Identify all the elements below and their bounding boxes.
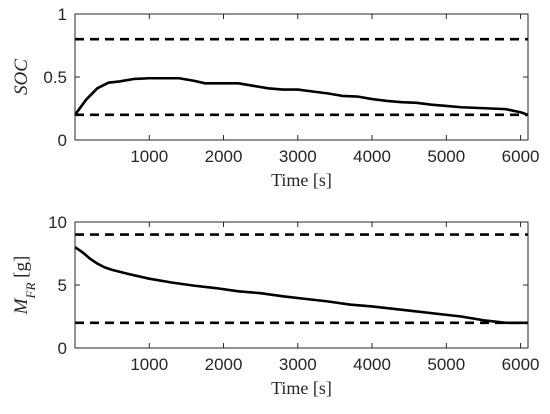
soc-marks — [73, 37, 529, 117]
mass-axes-box — [74, 221, 529, 349]
mass-y-axis-label: MFR [g] — [11, 256, 38, 316]
soc-axes-box — [74, 13, 529, 141]
mass-subplot: 1000 2000 3000 4000 5000 6000 0 5 10 Time [s] MF… — [11, 213, 539, 398]
soc-x-tick-label: 2000 — [205, 147, 243, 166]
soc-x-tick-label: 5000 — [427, 147, 465, 166]
soc-x-tick-label: 4000 — [353, 147, 391, 166]
soc-x-tick-label: 1000 — [130, 147, 168, 166]
soc-series-line-0 — [73, 76, 529, 117]
mass-marks — [74, 233, 528, 325]
mass-y-axis-label-sub: FR — [23, 283, 38, 300]
mass-y-tick-label: 0 — [58, 339, 67, 358]
soc-ticks: 1000 2000 3000 4000 5000 6000 0 0.5 1 — [43, 5, 539, 166]
mass-x-tick-label: 1000 — [130, 355, 168, 374]
soc-x-tick-label: 6000 — [502, 147, 540, 166]
soc-y-tick-label: 0 — [58, 131, 67, 150]
mass-x-tick-label: 2000 — [205, 355, 243, 374]
mass-x-tick-label: 6000 — [502, 355, 540, 374]
mass-x-tick-label: 5000 — [427, 355, 465, 374]
soc-y-tick-label: 0.5 — [43, 68, 67, 87]
mass-y-axis-label-suffix: [g] — [11, 256, 32, 283]
soc-y-axis-label: SOC — [11, 59, 32, 95]
soc-x-tick-label: 3000 — [279, 147, 317, 166]
mass-y-tick-label: 10 — [48, 213, 67, 232]
soc-y-axis-label-main: SOC — [11, 59, 32, 95]
mass-ticks: 1000 2000 3000 4000 5000 6000 0 5 10 — [48, 213, 539, 374]
mass-x-axis-label: Time [s] — [271, 378, 332, 398]
mass-x-tick-label: 3000 — [279, 355, 317, 374]
soc-y-tick-label: 1 — [58, 5, 67, 24]
mass-x-tick-label: 4000 — [353, 355, 391, 374]
mass-series-line-0 — [74, 246, 528, 325]
soc-x-axis-label: Time [s] — [271, 170, 332, 190]
mass-y-tick-label: 5 — [58, 276, 67, 295]
mass-y-axis-label-main: M — [11, 297, 32, 315]
soc-subplot: 1000 2000 3000 4000 5000 6000 0 0.5 1 Time [s] S… — [11, 5, 539, 190]
